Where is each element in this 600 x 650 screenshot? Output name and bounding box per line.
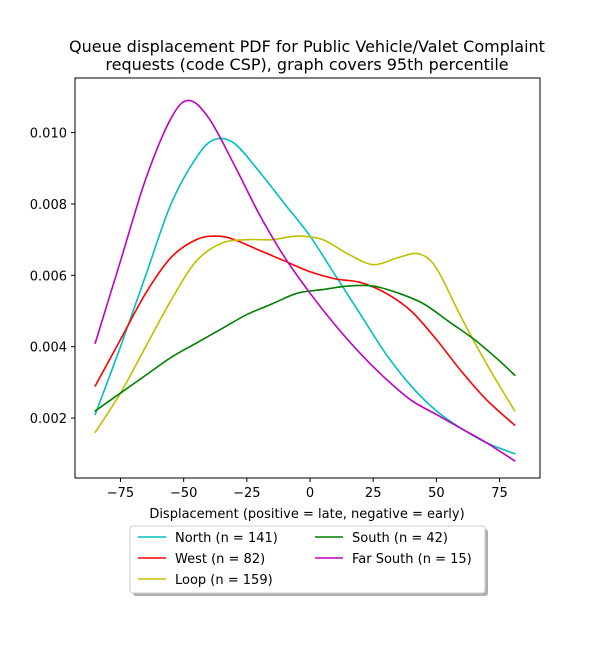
chart-title-line-2: requests (code CSP), graph covers 95th p… — [105, 55, 508, 74]
legend-label: South (n = 42) — [352, 531, 448, 546]
series-line-2 — [94, 235, 516, 426]
legend-label: North (n = 141) — [175, 531, 278, 546]
series-line-5 — [94, 99, 516, 462]
x-axis-label: Displacement (positive = late, negative … — [149, 507, 464, 522]
series-layer — [94, 99, 516, 462]
chart-title-line-1: Queue displacement PDF for Public Vehicl… — [69, 37, 545, 56]
series-line-4 — [94, 284, 516, 412]
x-tick-label: −25 — [233, 486, 260, 501]
x-tick-label: 75 — [491, 486, 508, 501]
y-tick-label: 0.004 — [30, 341, 67, 356]
x-tick-label: 50 — [428, 486, 445, 501]
y-tick-label: 0.006 — [30, 269, 67, 284]
legend-label: Loop (n = 159) — [175, 573, 273, 588]
legend: North (n = 141) West (n = 82) Loop (n = 15… — [129, 525, 488, 596]
legend-label: Far South (n = 15) — [352, 552, 472, 567]
series-line-1 — [94, 137, 516, 455]
y-tick-label: 0.002 — [30, 412, 67, 427]
series-line-3 — [94, 235, 516, 434]
legend-label: West (n = 82) — [175, 552, 265, 567]
x-tick-label: 25 — [365, 486, 382, 501]
x-axis: −75 −50 −25 0 25 50 75 — [107, 478, 508, 501]
legend-box — [129, 525, 486, 594]
x-tick-label: −75 — [107, 486, 134, 501]
legend-items: North (n = 141) West (n = 82) Loop (n = 15… — [138, 531, 472, 588]
y-tick-label: 0.010 — [30, 127, 67, 142]
y-tick-label: 0.008 — [30, 198, 67, 213]
x-tick-label: −50 — [170, 486, 197, 501]
chart-title: Queue displacement PDF for Public Vehicl… — [69, 37, 545, 74]
plot-area-frame — [74, 77, 541, 479]
x-tick-label: 0 — [306, 486, 314, 501]
y-axis: 0.002 0.004 0.006 0.008 0.010 — [30, 127, 75, 427]
